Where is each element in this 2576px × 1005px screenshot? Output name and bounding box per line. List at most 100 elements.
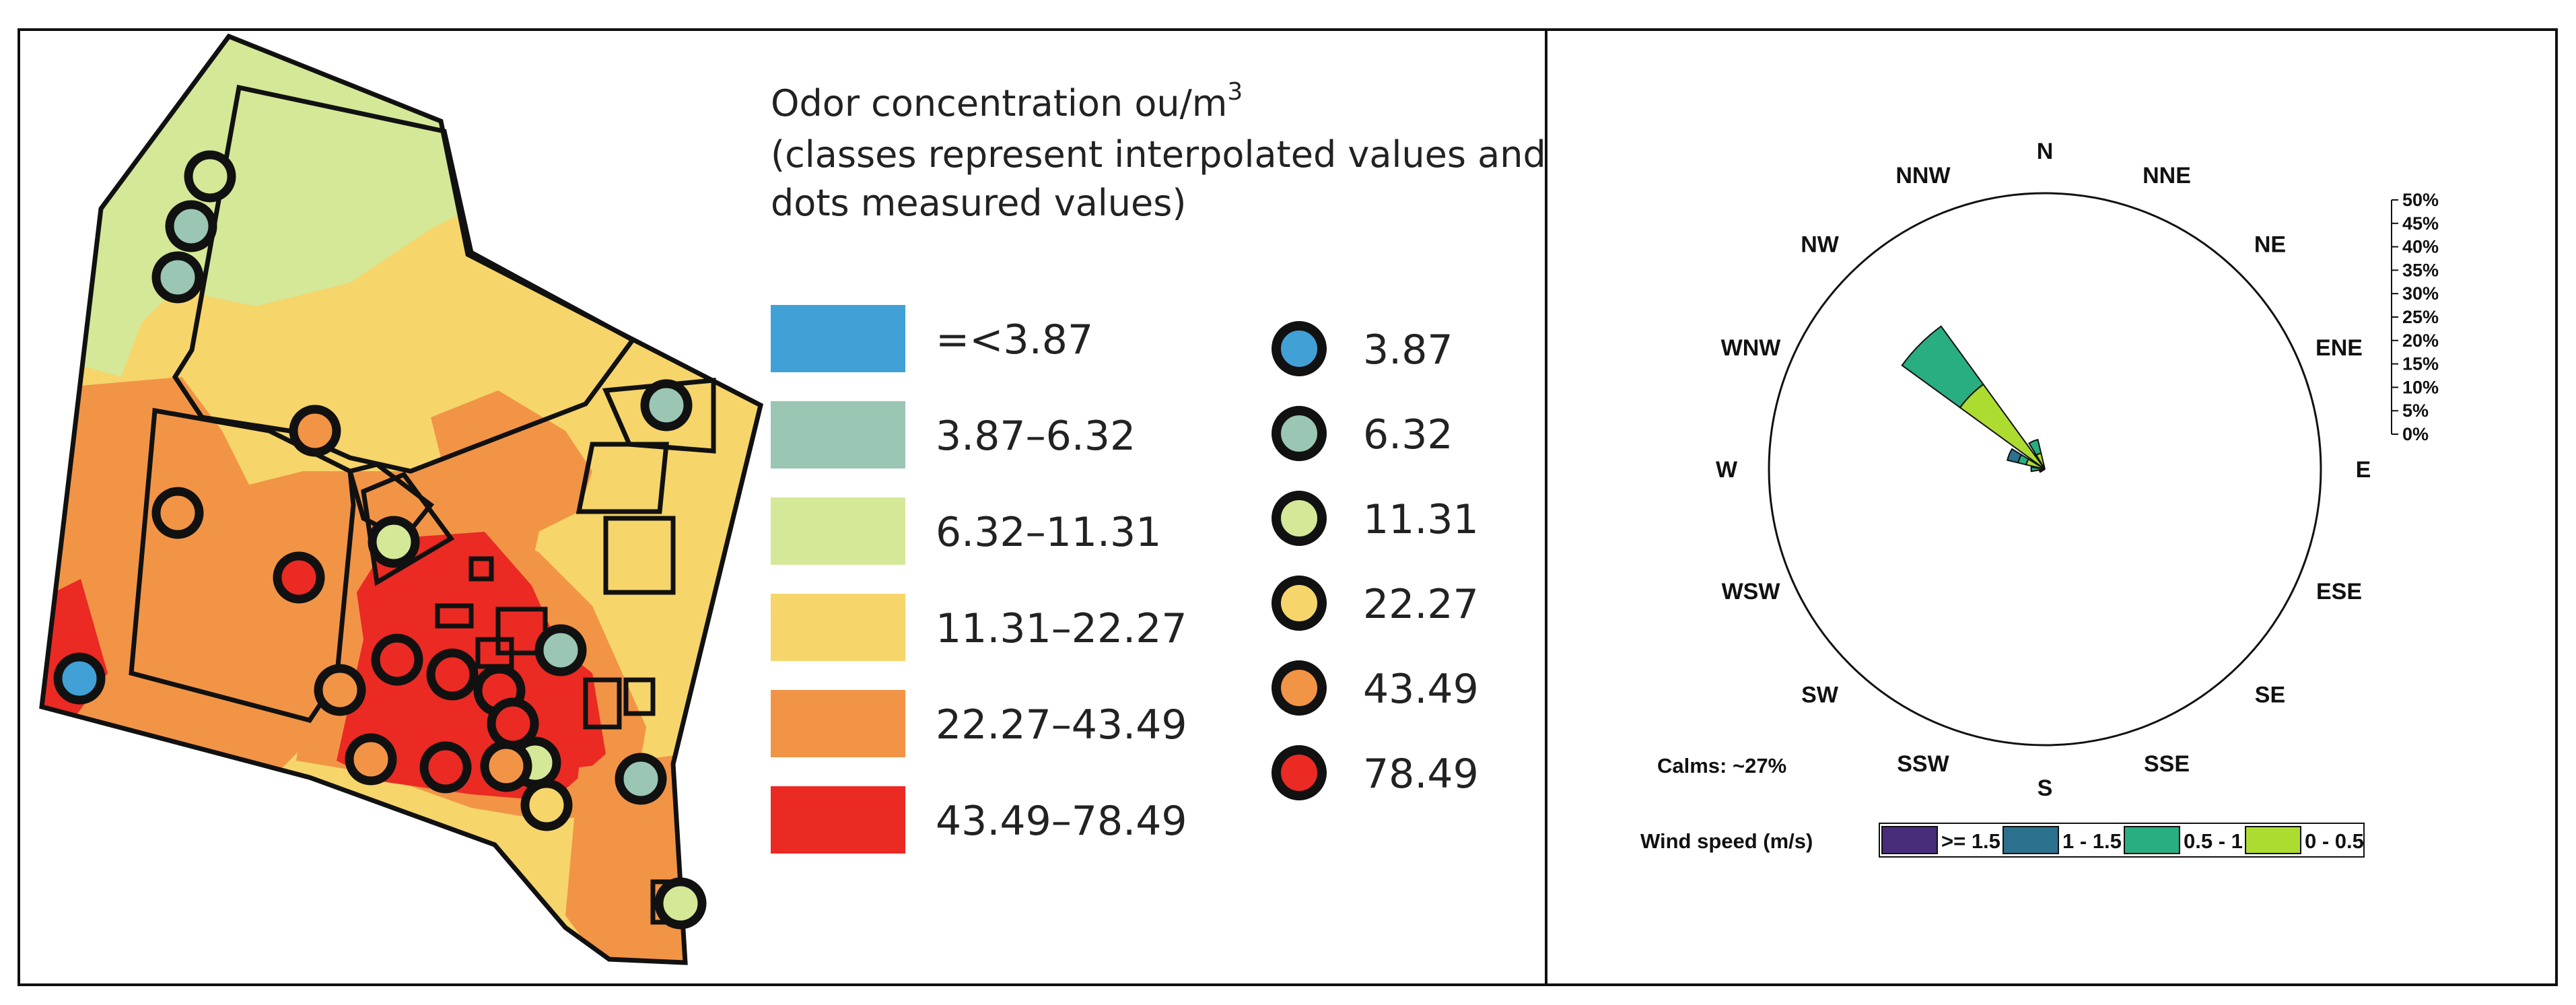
- class-swatch: [771, 594, 905, 661]
- measured-point: [487, 697, 539, 750]
- measured-point: [53, 652, 106, 705]
- measured-point: [371, 633, 423, 686]
- dot-swatch: [1272, 406, 1327, 461]
- radial-tick-label: 0%: [2402, 424, 2429, 444]
- compass-label: SW: [1801, 682, 1839, 707]
- class-legend: =<3.87 3.87–6.32 6.32–11.31 11.31–22.27 22.2…: [771, 305, 1187, 854]
- radial-tick-label: 25%: [2402, 307, 2439, 327]
- class-label: =<3.87: [936, 316, 1093, 363]
- class-swatch: [771, 690, 905, 757]
- class-swatch: [771, 305, 905, 372]
- compass-label: SSW: [1897, 751, 1949, 777]
- wind-speed-swatch: [2124, 826, 2180, 854]
- radial-tick-label: 15%: [2402, 354, 2439, 374]
- dot-swatch: [1272, 660, 1327, 716]
- radial-tick-label: 45%: [2402, 213, 2439, 234]
- measured-point: [151, 251, 204, 304]
- measured-point: [654, 877, 707, 930]
- wind-speed-swatch: [1881, 826, 1938, 854]
- compass-label: N: [2037, 139, 2054, 164]
- wind-speed-label: 0 - 0.5: [2305, 829, 2364, 853]
- calms-label: Calms: ~27%: [1657, 754, 1786, 777]
- dot-label: 3.87: [1363, 326, 1453, 374]
- measured-point: [345, 733, 397, 786]
- rose-petal-segment: [2006, 448, 2023, 464]
- measured-point: [184, 150, 236, 203]
- wind-speed-swatch: [2245, 826, 2301, 854]
- compass-label: SE: [2255, 682, 2285, 707]
- compass-label: E: [2356, 457, 2371, 483]
- radial-tick-label: 50%: [2402, 190, 2439, 210]
- compass-label: NE: [2254, 232, 2286, 258]
- dot-label: 78.49: [1363, 751, 1479, 798]
- measured-point: [273, 551, 325, 604]
- legend-title-line2: (classes represent interpolated values a…: [771, 133, 1546, 176]
- compass-label: WSW: [1722, 579, 1781, 604]
- measured-point: [165, 200, 217, 252]
- measured-point: [151, 487, 204, 539]
- compass-label: WNW: [1721, 335, 1782, 361]
- wind-rose-panel: N NNE NE ENE E ESE SE SSE S SSW SW WSW W WNW NW NNW 0% 5…: [1640, 139, 2439, 858]
- dot-swatch: [1272, 576, 1327, 631]
- wind-speed-label: 0.5 - 1: [2184, 829, 2243, 853]
- class-label: 6.32–11.31: [936, 509, 1161, 556]
- map-legend: Odor concentration ou/m3 (classes repres…: [771, 78, 1546, 854]
- class-swatch: [771, 497, 905, 565]
- class-label: 11.31–22.27: [936, 605, 1187, 652]
- compass-label: ESE: [2316, 579, 2362, 604]
- measured-points: [53, 150, 707, 930]
- dot-swatch: [1272, 491, 1327, 546]
- measured-point: [419, 741, 472, 794]
- radial-tick-label: 5%: [2402, 401, 2429, 421]
- radial-tick-label: 40%: [2402, 237, 2439, 257]
- dot-legend: 3.87 6.32 11.31 22.27 43.49 78.49: [1272, 321, 1479, 800]
- measured-point: [289, 405, 341, 457]
- dot-label: 11.31: [1363, 496, 1479, 543]
- dot-swatch: [1272, 745, 1327, 800]
- class-label: 3.87–6.32: [936, 413, 1136, 460]
- measured-point: [426, 648, 479, 701]
- measured-point: [534, 624, 587, 677]
- wind-speed-legend-title: Wind speed (m/s): [1640, 829, 1813, 853]
- radial-tick-label: 10%: [2402, 377, 2439, 397]
- wind-rose-circle: [1768, 192, 2322, 747]
- compass-label: NNE: [2143, 163, 2191, 188]
- rose-petal-segment: [2030, 466, 2046, 473]
- radial-tick-label: 30%: [2402, 283, 2439, 304]
- wind-speed-label: 1 - 1.5: [2062, 829, 2122, 853]
- class-swatch: [771, 786, 905, 854]
- measured-point: [314, 664, 366, 716]
- compass-label: SSE: [2144, 751, 2190, 777]
- class-label: 43.49–78.49: [936, 798, 1187, 845]
- measured-point: [520, 779, 573, 831]
- legend-title-superscript: 3: [1227, 78, 1243, 106]
- class-swatch: [771, 401, 905, 469]
- dot-label: 43.49: [1363, 666, 1479, 713]
- measured-point: [368, 516, 420, 568]
- wind-speed-label: >= 1.5: [1941, 829, 2000, 853]
- legend-title-line3: dots measured values): [771, 182, 1186, 224]
- wind-speed-swatch: [2003, 826, 2059, 854]
- compass-label: S: [2038, 775, 2053, 801]
- radial-tick-label: 20%: [2402, 331, 2439, 351]
- measured-point: [480, 740, 532, 792]
- compass-label: ENE: [2316, 335, 2363, 361]
- compass-labels: N NNE NE ENE E ESE SE SSE S SSW SW WSW W WNW NW NNW: [1716, 139, 2371, 801]
- site-outlines: [39, 33, 764, 965]
- compass-label: W: [1716, 457, 1738, 483]
- dot-label: 6.32: [1363, 411, 1453, 458]
- radial-tick-label: 35%: [2402, 260, 2439, 280]
- class-label: 22.27–43.49: [936, 701, 1187, 749]
- rose-petals: [1901, 325, 2046, 473]
- wind-speed-legend: >= 1.5 1 - 1.5 0.5 - 1 0 - 0.5: [1879, 823, 2365, 858]
- rose-petal-segment: [2038, 469, 2046, 473]
- rose-petal-segment: [1901, 325, 1984, 409]
- compass-label: NNW: [1895, 163, 1951, 188]
- measured-point: [640, 379, 693, 431]
- measured-point: [615, 753, 667, 805]
- rose-petal-segment: [2028, 438, 2042, 456]
- dot-label: 22.27: [1363, 581, 1479, 628]
- radial-scale: 0% 5% 10% 15% 20% 25% 30% 35% 40% 45% 50%: [2391, 190, 2439, 444]
- legend-title-line1: Odor concentration ou/m3: [771, 78, 1243, 125]
